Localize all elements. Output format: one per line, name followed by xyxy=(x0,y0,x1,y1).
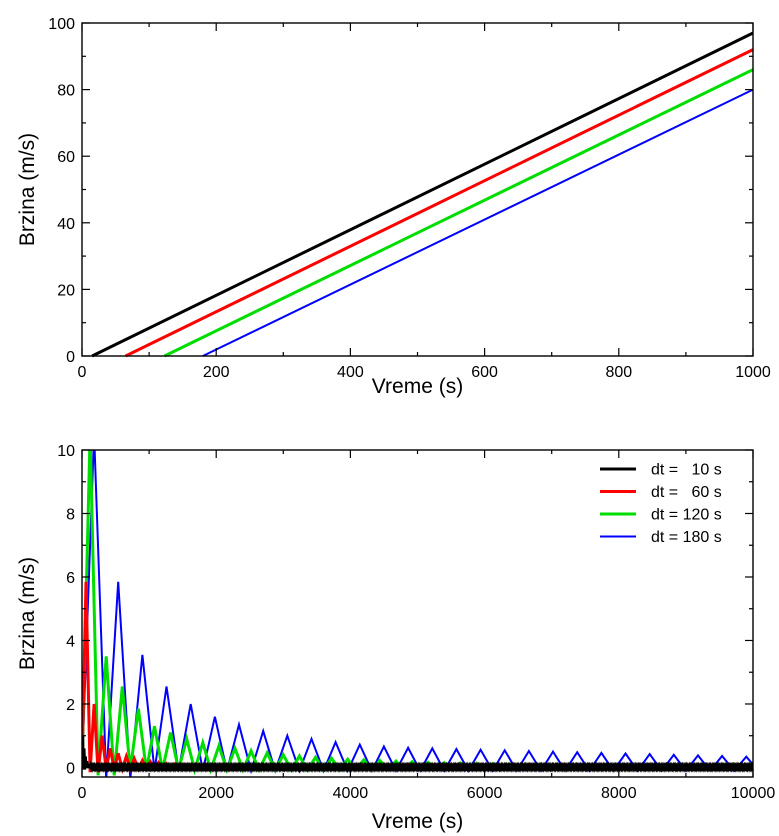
legend-label-0: dt = 10 s xyxy=(651,462,722,479)
top-y-tick-label: 100 xyxy=(48,16,75,33)
top-x-tick-label: 800 xyxy=(605,364,632,381)
top-plot-frame xyxy=(81,22,754,357)
top-x-tick-label: 1000 xyxy=(735,364,771,381)
top-series-line-3 xyxy=(202,88,754,357)
top-axis-ticks: 0 200 400 600 800 1000 0 20 40 60 80 100 xyxy=(48,16,771,381)
top-x-tick-label: 0 xyxy=(78,364,87,381)
bottom-y-tick-label: 2 xyxy=(66,697,75,714)
bottom-y-tick-label: 10 xyxy=(57,443,75,460)
top-y-tick-label: 60 xyxy=(57,149,75,166)
legend-label-2: dt = 120 s xyxy=(651,507,722,524)
top-x-tick-label: 400 xyxy=(337,364,364,381)
bottom-x-tick-label: 8000 xyxy=(601,785,637,802)
top-x-tick-label: 600 xyxy=(471,364,498,381)
bottom-x-tick-label: 6000 xyxy=(467,785,503,802)
top-y-tick-label: 0 xyxy=(66,349,75,366)
top-series-line-2 xyxy=(163,68,754,358)
legend-label-3: dt = 180 s xyxy=(651,529,722,546)
bottom-series-group xyxy=(82,450,753,777)
top-y-axis-title: Brzina (m/s) xyxy=(16,133,39,246)
top-series-group xyxy=(91,31,754,358)
top-y-tick-label: 40 xyxy=(57,216,75,233)
bottom-y-tick-label: 6 xyxy=(66,570,75,587)
top-y-tick-label: 20 xyxy=(57,282,75,299)
bottom-x-tick-label: 4000 xyxy=(333,785,369,802)
bottom-legend: dt = 10 s dt = 60 s dt = 120 s dt = 180 s xyxy=(600,462,722,546)
top-x-axis-title: Vreme (s) xyxy=(372,375,463,398)
bottom-x-tick-label: 0 xyxy=(78,785,87,802)
bottom-x-tick-label: 10000 xyxy=(731,785,776,802)
bottom-series-line-0 xyxy=(82,735,753,773)
top-x-tick-label: 200 xyxy=(203,364,230,381)
top-series-line-1 xyxy=(124,48,754,358)
bottom-y-tick-label: 4 xyxy=(66,633,75,650)
bottom-y-tick-label: 8 xyxy=(66,506,75,523)
bottom-x-axis-title: Vreme (s) xyxy=(372,810,463,833)
top-series-line-0 xyxy=(91,31,754,358)
legend-label-1: dt = 60 s xyxy=(651,484,722,501)
bottom-y-tick-label: 0 xyxy=(66,760,75,777)
bottom-x-tick-label: 2000 xyxy=(198,785,234,802)
top-y-tick-label: 80 xyxy=(57,83,75,100)
bottom-axis-ticks: 0 2000 4000 6000 8000 10000 0 2 4 6 8 10 xyxy=(57,443,775,802)
bottom-y-axis-title: Brzina (m/s) xyxy=(16,557,39,670)
